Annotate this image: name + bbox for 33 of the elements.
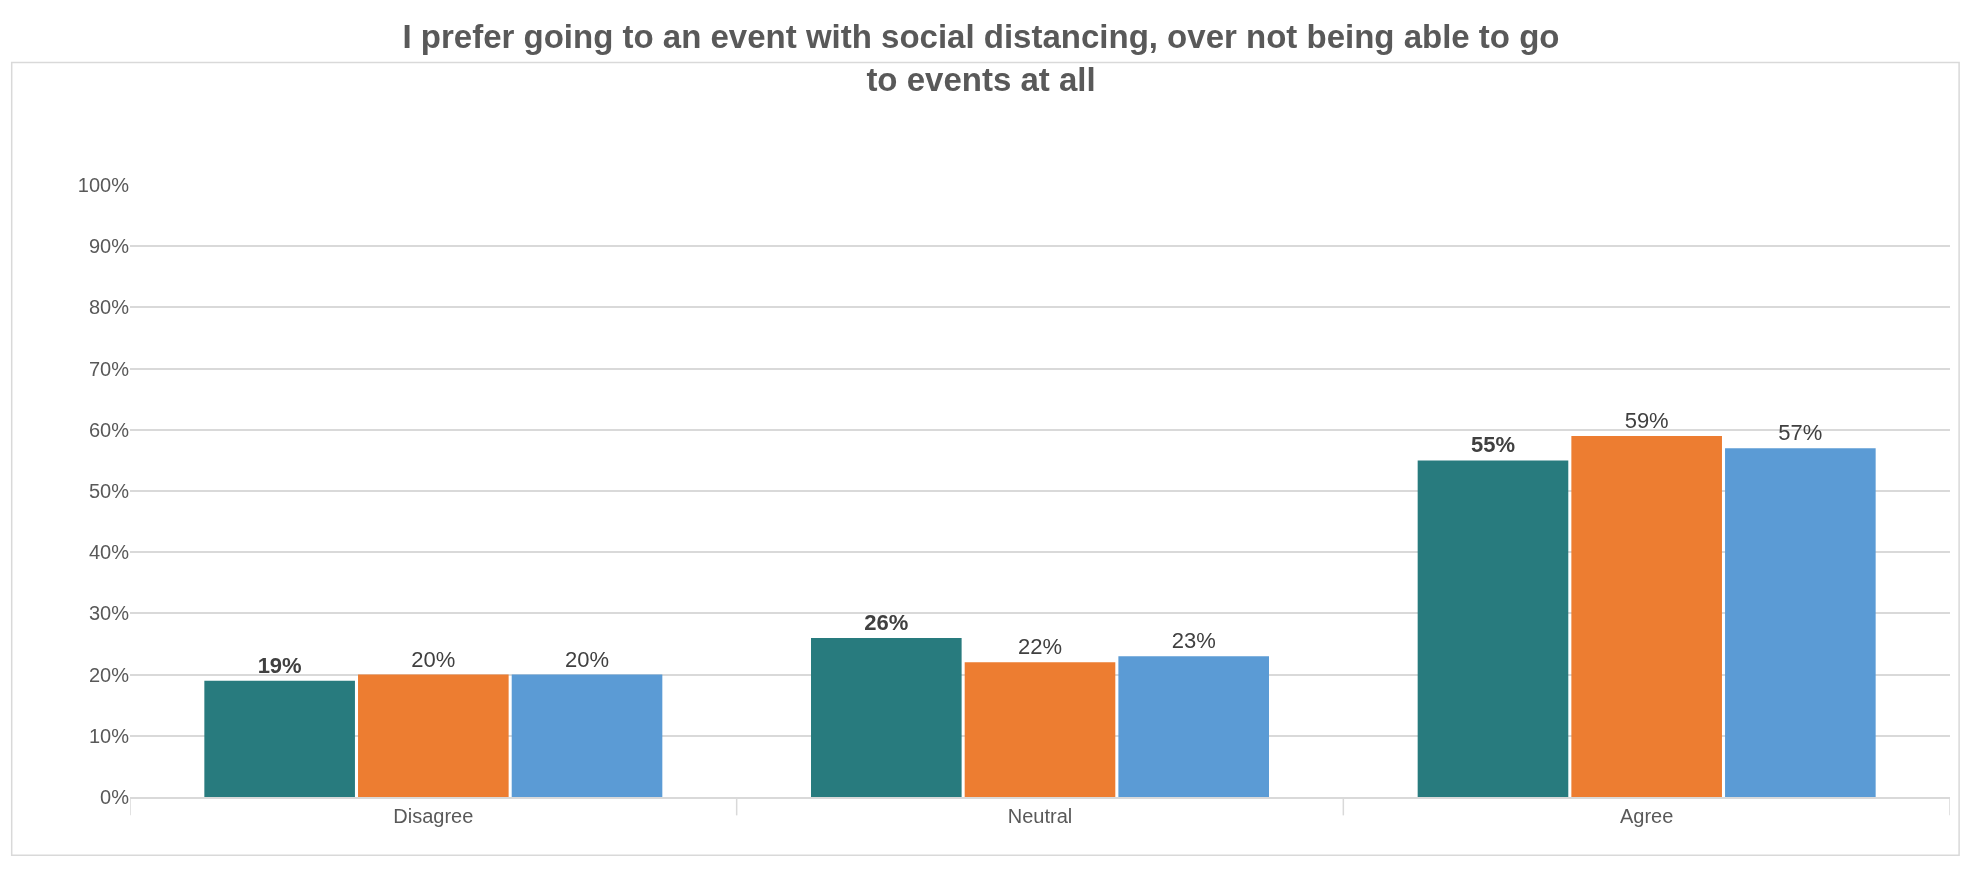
data-label: 23% [1171,628,1216,654]
x-tick-label: Neutral [1007,804,1073,827]
y-tick-label: 50% [88,480,130,502]
bar [204,680,355,797]
y-tick-label: 40% [88,541,130,564]
data-label: 57% [1778,420,1823,446]
bar [1417,460,1569,797]
bar [1725,448,1876,797]
bar [1118,656,1269,797]
y-tick-label: 30% [88,602,130,625]
y-tick-label: 80% [88,296,130,319]
x-tick-label: Disagree [393,804,474,827]
data-label: 19% [257,652,302,678]
data-label: 59% [1624,407,1669,433]
y-tick-label: 10% [88,724,130,747]
y-tick-label: 0% [100,786,130,808]
data-label: 20% [565,646,610,672]
data-label: 26% [864,609,909,635]
bar [511,674,663,797]
y-tick-label: 20% [88,663,130,686]
bar [1571,435,1722,797]
data-label: 20% [411,646,456,672]
chart-title: I prefer going to an event with social distancing, over not being able to go to events at all [402,17,1560,98]
data-label: 22% [1017,634,1063,660]
y-tick-label: 60% [88,418,130,441]
data-label: 55% [1470,432,1515,458]
y-tick-label: 100% [77,174,130,196]
y-tick-label: 70% [88,357,130,380]
x-tick-label: Agree [1619,804,1674,827]
bar [964,662,1116,797]
y-tick-label: 90% [88,235,130,258]
bar [358,674,509,797]
bar [811,637,962,797]
